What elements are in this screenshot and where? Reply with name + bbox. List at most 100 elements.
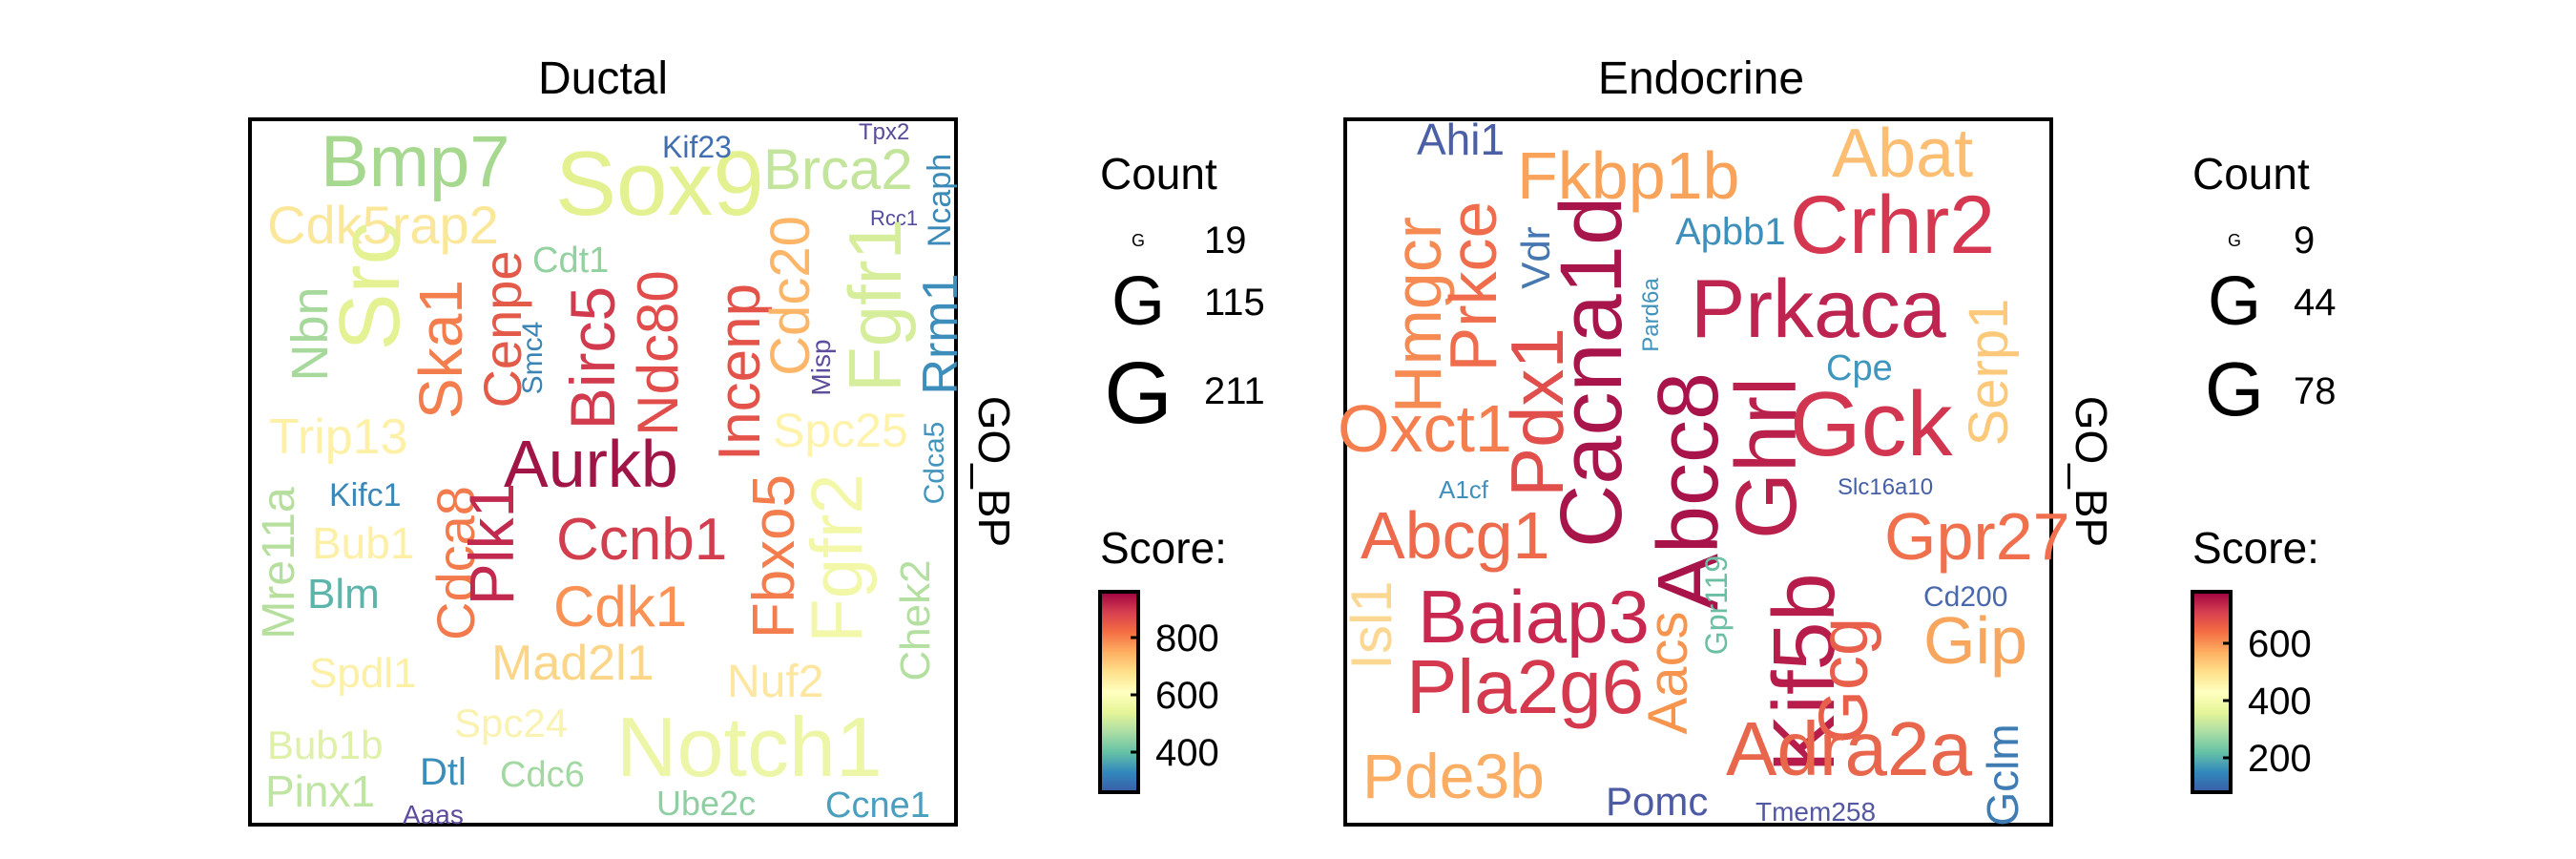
word-hmgcr: Hmgcr: [1381, 217, 1455, 413]
word-mad2l1: Mad2l1: [491, 636, 654, 691]
size-value-small: 19: [1204, 220, 1247, 262]
size-glyph-large: G: [1104, 345, 1173, 442]
word-gpr119: Gpr119: [1699, 555, 1734, 655]
colorbar: [2191, 590, 2233, 794]
size-value-small: 9: [2294, 220, 2315, 262]
word-pde3b: Pde3b: [1362, 741, 1545, 811]
word-baiap3: Baiap3: [1418, 575, 1650, 659]
word-isl1: Isl1: [1340, 580, 1403, 669]
size-value-large: 211: [1204, 370, 1265, 412]
endocrine-panel: Endocrine GO_BP Ahi1 Fkbp1b Abat HmgcrPrkce…: [1338, 53, 2337, 827]
word-bub1b: Bub1b: [267, 723, 383, 767]
word-ccne1: Ccne1: [825, 786, 930, 826]
word-prkaca: Prkaca: [1691, 263, 1946, 355]
word-birc5: Birc5: [557, 286, 628, 430]
word-ghrl: Ghrl: [1719, 377, 1815, 539]
side-label: GO_BP: [2067, 396, 2116, 548]
ductal-panel: Ductal GO_BP Bmp7 Sox9 Brca2 Kif23 Tpx2 Ncaph…: [248, 53, 1265, 829]
word-gck: Gck: [1790, 373, 1954, 475]
word-nuf2: Nuf2: [727, 657, 823, 707]
word-brca2: Brca2: [763, 137, 913, 201]
word-kif5b: Kif5b: [1755, 573, 1853, 773]
word-gclm: Gclm: [1978, 723, 2027, 826]
word-pomc: Pomc: [1606, 779, 1708, 824]
color-legend: Score: 200 400 600: [2191, 523, 2319, 794]
word-fgfr1: Fgfr1: [833, 219, 917, 392]
word-smc4: Smc4: [517, 322, 549, 395]
color-legend: Score: 400 600 800: [1098, 523, 1227, 794]
color-legend-title: Score:: [2192, 523, 2319, 573]
word-gip: Gip: [1923, 603, 2027, 678]
size-value-large: 78: [2294, 370, 2337, 412]
word-bmp7: Bmp7: [321, 121, 510, 202]
colorbar-tick-label: 400: [1155, 732, 1219, 774]
word-abcc8: Abcc8: [1641, 372, 1736, 611]
word-bub1: Bub1: [312, 518, 414, 568]
word-cdt1: Cdt1: [532, 241, 609, 281]
size-legend-title: Count: [1100, 149, 1217, 199]
word-trip13: Trip13: [269, 409, 407, 465]
size-legend: Count G 9 G 44 G 78: [2192, 149, 2337, 431]
size-value-medium: 115: [1204, 282, 1265, 324]
word-cdc20: Cdc20: [759, 216, 821, 376]
word-kif23: Kif23: [662, 130, 732, 164]
size-glyph-medium: G: [1111, 263, 1165, 340]
size-value-medium: 44: [2294, 282, 2337, 324]
word-gcg: Gcg: [1806, 618, 1882, 744]
word-blm: Blm: [307, 571, 380, 618]
word-cdk1: Cdk1: [553, 575, 687, 639]
size-glyph-large: G: [2205, 346, 2264, 431]
side-label: GO_BP: [969, 396, 1019, 548]
word-prkce: Prkce: [1436, 201, 1510, 372]
word-spc25: Spc25: [773, 404, 908, 457]
panel-title: Ductal: [538, 53, 668, 104]
panel-title: Endocrine: [1598, 53, 1804, 104]
word-ncaph: Ncaph: [922, 154, 958, 247]
word-ahi1: Ahi1: [1417, 115, 1505, 164]
word-gpr27: Gpr27: [1884, 499, 2070, 574]
word-mre11a: Mre11a: [254, 487, 304, 639]
colorbar-tick-label: 200: [2248, 738, 2312, 780]
word-pinx1: Pinx1: [265, 766, 375, 816]
word-crhr2: Crhr2: [1790, 179, 1995, 271]
word-cenpe: Cenpe: [472, 250, 532, 408]
word-pla2g6: Pla2g6: [1406, 644, 1644, 729]
word-nbn: Nbn: [281, 286, 339, 381]
word-cacna1d: Cacna1d: [1543, 197, 1640, 548]
word-sox9: Sox9: [555, 133, 764, 235]
word-ska1: Ska1: [406, 280, 475, 419]
word-ccnb1: Ccnb1: [556, 507, 727, 573]
word-pdx1: Pdx1: [1495, 327, 1579, 497]
word-abcg1: Abcg1: [1361, 498, 1549, 573]
word-cdc6: Cdc6: [500, 755, 585, 795]
word-rcc1: Rcc1: [870, 206, 918, 230]
word-abat: Abat: [1832, 115, 1973, 192]
word-spc24: Spc24: [454, 701, 568, 745]
size-glyph-small: G: [2228, 231, 2241, 250]
colorbar-tick-label: 600: [2248, 623, 2312, 665]
word-serp1: Serp1: [1958, 299, 2020, 447]
word-ube2c: Ube2c: [656, 784, 756, 823]
size-glyph-small: G: [1132, 231, 1145, 250]
size-legend-title: Count: [2192, 149, 2310, 199]
word-misp: Misp: [806, 339, 836, 395]
word-spdl1: Spdl1: [309, 650, 417, 697]
word-vdr: Vdr: [1513, 226, 1558, 288]
word-cdca8: Cdca8: [426, 486, 486, 640]
plot-frame: [248, 117, 958, 827]
size-glyph-medium: G: [2208, 263, 2261, 340]
word-cdk5rap2: Cdk5rap2: [267, 195, 499, 255]
word-kifc1: Kifc1: [329, 477, 402, 513]
word-incenp: Incenp: [707, 283, 773, 461]
word-cdca5: Cdca5: [919, 422, 950, 505]
word-fgfr2: Fgfr2: [797, 473, 878, 642]
word-slc16a10: Slc16a10: [1838, 474, 1933, 500]
word-fkbp1b: Fkbp1b: [1517, 138, 1739, 213]
word-adra2a: Adra2a: [1726, 706, 1972, 791]
colorbar-ticks: 200 400 600: [2223, 623, 2312, 780]
colorbar: [1098, 590, 1140, 794]
word-rrm1: Rrm1: [913, 273, 968, 394]
size-legend: Count G 19 G 115 G 211: [1100, 149, 1265, 442]
